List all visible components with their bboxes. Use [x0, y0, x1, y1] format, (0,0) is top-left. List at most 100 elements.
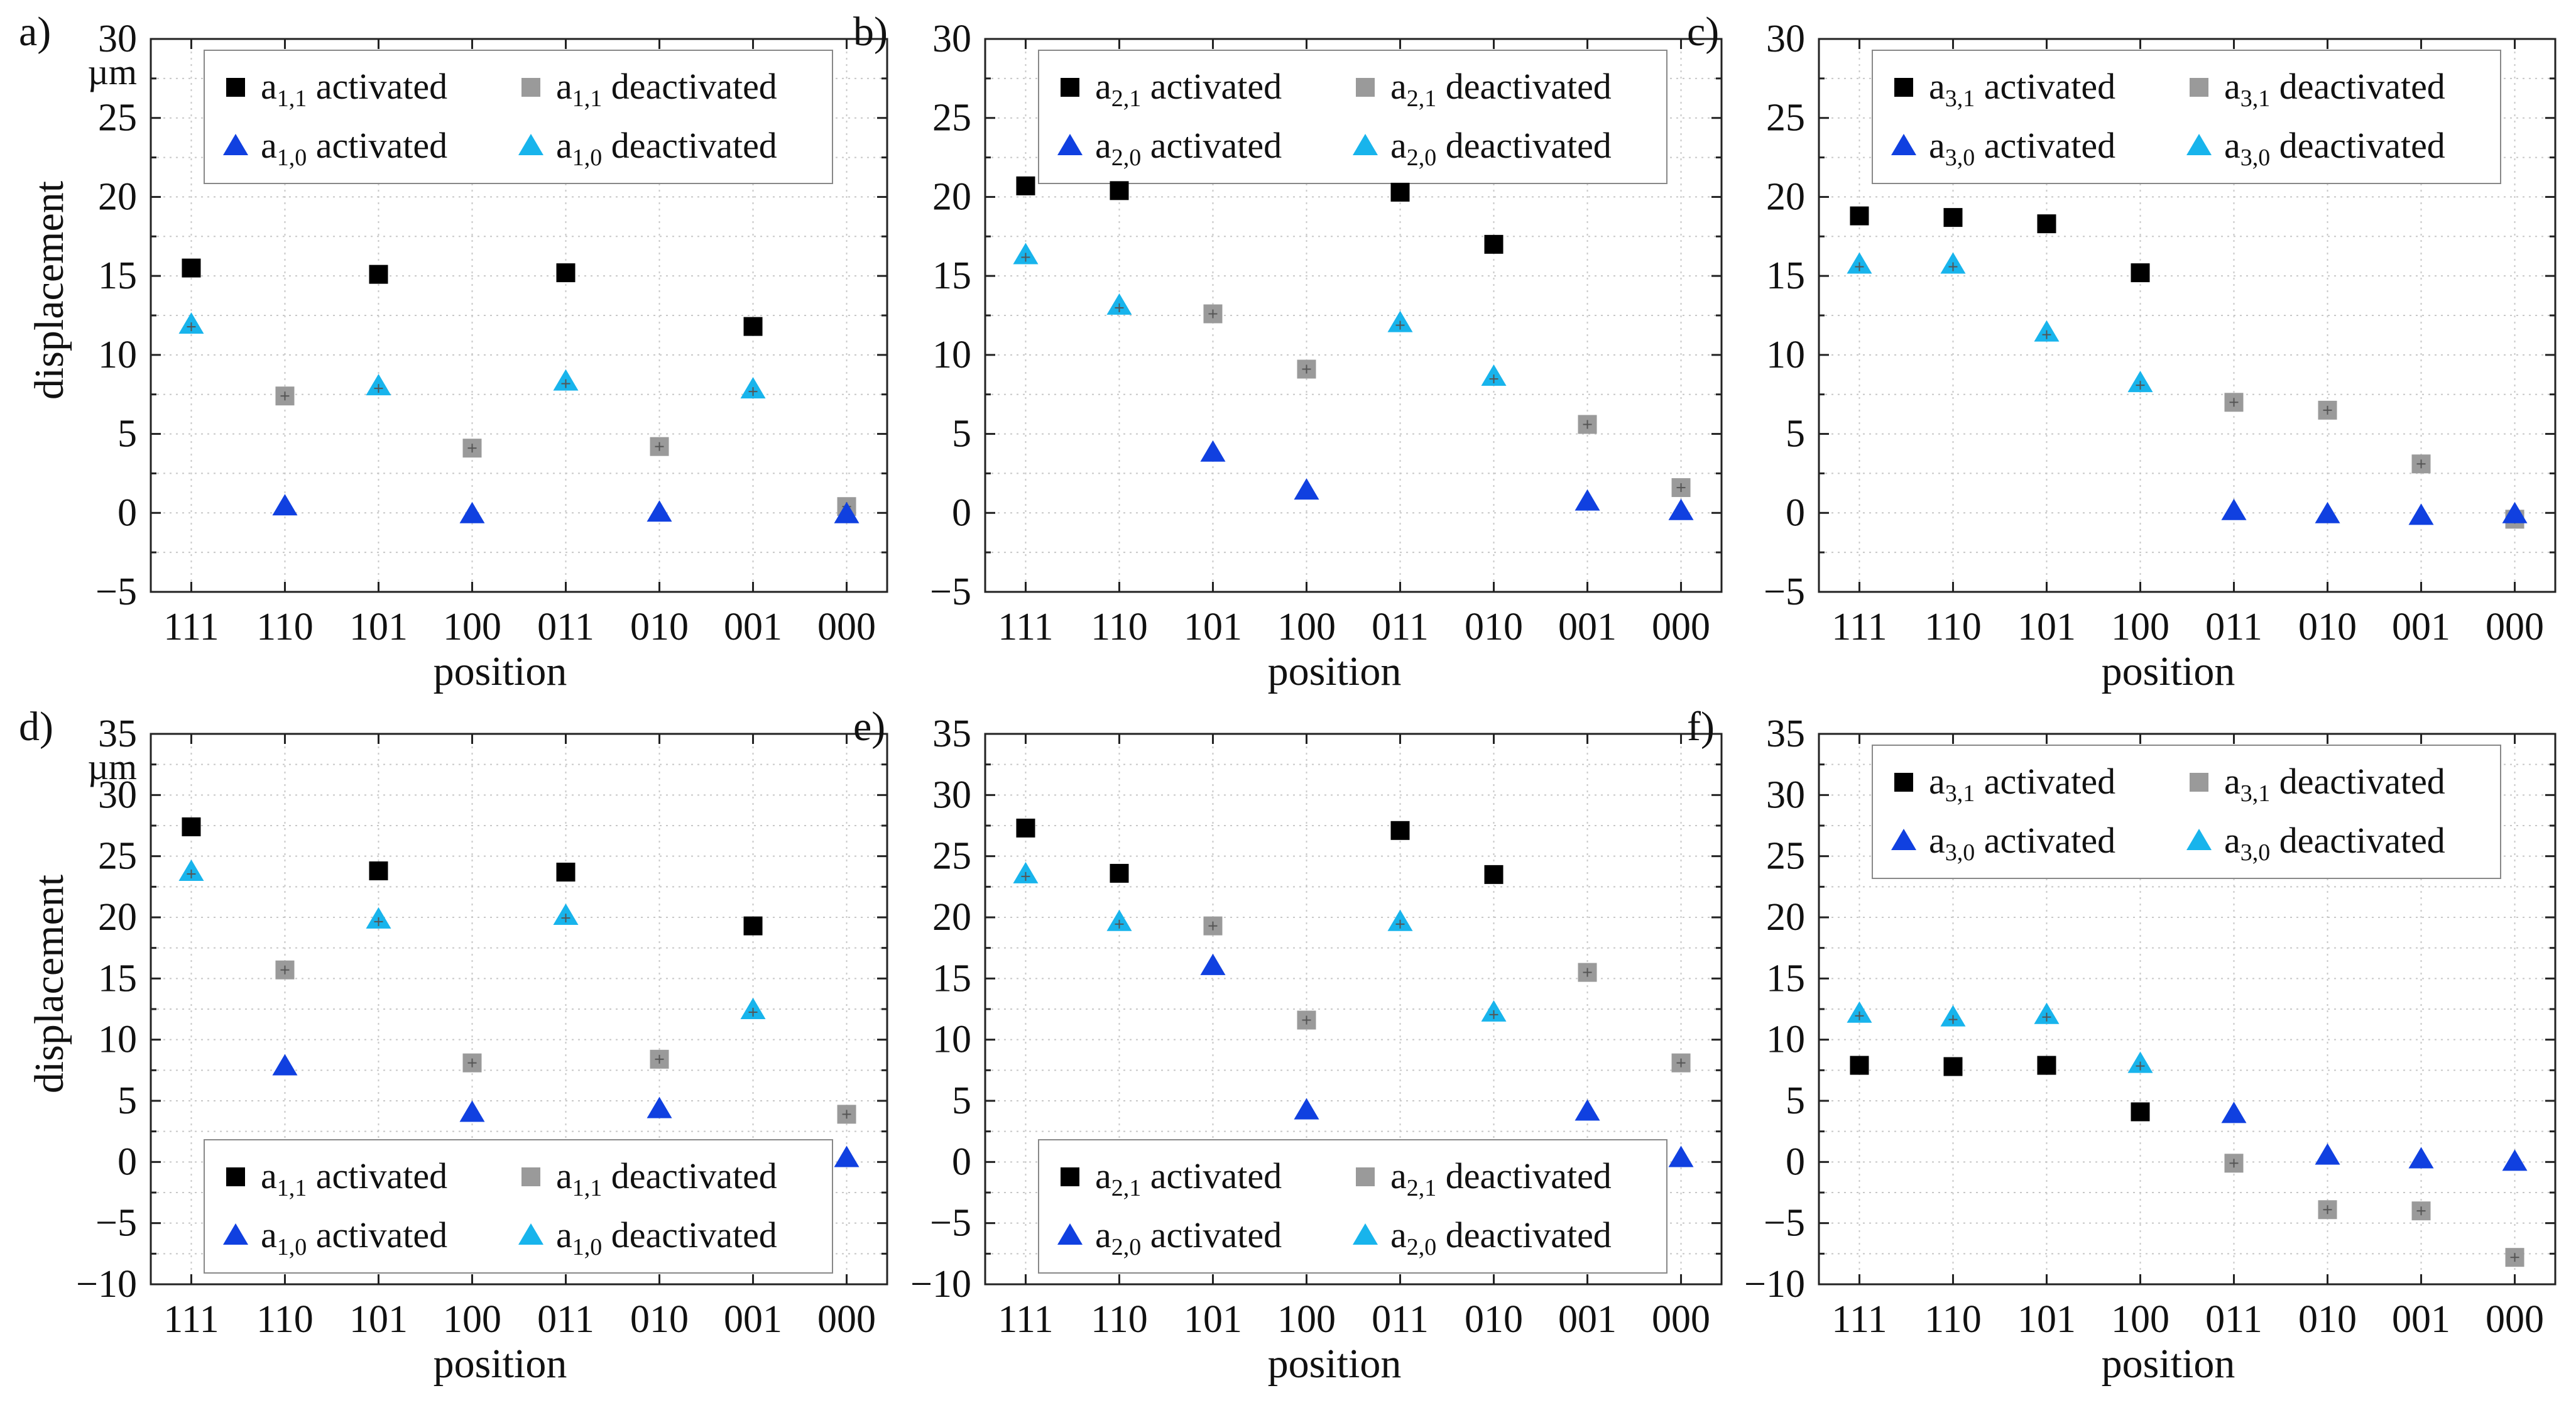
data-point-square-activated: [556, 862, 576, 882]
y-tick-label: 20: [1766, 896, 1805, 939]
y-unit-label: µm: [87, 52, 137, 92]
y-tick-label: 30: [98, 18, 137, 60]
y-tick-label: 30: [1766, 773, 1805, 816]
y-tick-label: 35: [98, 713, 137, 755]
x-tick-label: 111: [1831, 1298, 1887, 1341]
x-tick-label: 101: [349, 606, 408, 648]
x-tick-label: 111: [998, 1298, 1053, 1341]
y-tick-label: 5: [117, 1079, 137, 1122]
legend-box: [204, 1139, 833, 1274]
y-tick-label: 10: [98, 1019, 137, 1061]
x-tick-label: 110: [1924, 606, 1982, 648]
x-tick-label: 101: [2017, 1298, 2076, 1341]
legend-entry-activated: a3,1 activated: [1929, 66, 2115, 112]
y-tick-label: 30: [98, 773, 137, 816]
y-tick-label: 20: [98, 896, 137, 939]
data-point-triangle-activated: [834, 501, 860, 523]
y-tick-label: −5: [1764, 571, 1805, 613]
x-tick-label: 101: [1184, 606, 1242, 648]
x-tick-label: 010: [1465, 1298, 1523, 1341]
y-tick-label: −5: [96, 571, 137, 613]
y-tick-label: 0: [117, 1140, 137, 1183]
y-tick-label: 15: [932, 254, 971, 297]
legend-entry-deactivated: a2,0 deactivated: [1390, 125, 1612, 171]
legend-entry-activated: a2,0 activated: [1095, 1215, 1282, 1260]
y-tick-label: 25: [98, 97, 137, 139]
x-tick-label: 110: [1924, 1298, 1982, 1341]
y-tick-label: 15: [98, 957, 137, 1000]
y-tick-label: 25: [1766, 97, 1805, 139]
data-point-square-activated: [1110, 863, 1129, 883]
data-point-square-activated: [182, 817, 201, 836]
y-tick-label: 5: [117, 413, 137, 456]
y-tick-label: 25: [932, 97, 971, 139]
legend-entry-deactivated: a3,0 deactivated: [2224, 820, 2445, 866]
data-point-square-activated: [1943, 208, 1963, 227]
x-tick-label: 001: [724, 1298, 782, 1341]
data-point-triangle-activated: [1294, 478, 1319, 500]
legend-entry-deactivated: a3,1 deactivated: [2224, 761, 2445, 807]
chart-panel-f: −10 −5 0 5 10 15 20 25 30 35 111 110 101 100 011 010 001…: [1687, 704, 2557, 1387]
legend-entry-activated: a2,1 activated: [1095, 66, 1282, 112]
legend-entry-activated: a2,0 activated: [1095, 125, 1282, 171]
legend-entry-deactivated: a1,0 deactivated: [556, 125, 777, 171]
legend-marker-square-deactivated: [521, 78, 540, 97]
data-point-square-activated: [1110, 181, 1129, 200]
y-tick-label: −10: [1744, 1263, 1805, 1306]
y-tick-label: −5: [930, 1202, 971, 1245]
data-point-triangle-activated: [2408, 503, 2434, 525]
y-tick-label: 20: [932, 896, 971, 939]
y-tick-label: 35: [932, 713, 971, 755]
x-tick-label: 100: [443, 1298, 501, 1341]
data-point-triangle-activated: [459, 1100, 485, 1122]
x-axis-title: position: [434, 1341, 567, 1387]
y-tick-label: 10: [932, 334, 971, 376]
legend: a1,1 activated a1,1 deactivated a1,0 activ…: [204, 1139, 833, 1274]
legend-marker-square-activated: [226, 78, 245, 97]
data-point-square-activated: [369, 861, 388, 881]
x-tick-label: 110: [1091, 1298, 1148, 1341]
y-tick-label: 20: [98, 175, 137, 218]
data-point-triangle-activated: [2221, 1101, 2247, 1123]
x-tick-label: 100: [1277, 606, 1336, 648]
x-tick-label: 011: [1372, 1298, 1429, 1341]
data-point-triangle-activated: [1668, 1145, 1694, 1167]
x-tick-label: 011: [1372, 606, 1429, 648]
legend-entry-deactivated: a1,1 deactivated: [556, 1155, 777, 1201]
x-tick-label: 000: [1652, 606, 1710, 648]
data-point-triangle-activated: [2408, 1147, 2434, 1169]
legend-marker-square-deactivated: [2190, 773, 2208, 792]
y-tick-label: −10: [910, 1263, 971, 1306]
y-tick-label: −5: [96, 1202, 137, 1245]
y-tick-label: 15: [1766, 254, 1805, 297]
panel-label: a): [19, 9, 51, 55]
y-tick-label: 30: [1766, 18, 1805, 60]
data-point-triangle-activated: [2315, 1143, 2340, 1165]
y-tick-label: 25: [98, 835, 137, 878]
x-tick-label: 001: [1558, 1298, 1617, 1341]
legend-marker-triangle-deactivated: [2186, 829, 2212, 850]
data-point-triangle-activated: [2221, 498, 2247, 520]
legend-entry-activated: a3,0 activated: [1929, 125, 2115, 171]
legend-marker-square-activated: [1061, 78, 1079, 97]
x-tick-label: 010: [630, 606, 689, 648]
y-tick-label: 5: [952, 413, 971, 456]
y-tick-label: 10: [98, 334, 137, 376]
legend-entry-activated: a1,0 activated: [261, 125, 447, 171]
y-tick-label: −10: [76, 1263, 137, 1306]
data-point-square-activated: [2131, 1102, 2150, 1122]
y-tick-label: 20: [1766, 175, 1805, 218]
legend-entry-activated: a2,1 activated: [1095, 1155, 1282, 1201]
chart-panel-b: −5 0 5 10 15 20 25 30 111 110 101 100 011 010 001 000 po…: [853, 9, 1723, 694]
y-tick-label: 35: [1766, 713, 1805, 755]
panel-label: f): [1687, 704, 1715, 750]
data-point-triangle-activated: [834, 1145, 860, 1167]
x-tick-label: 100: [443, 606, 501, 648]
legend: a2,1 activated a2,1 deactivated a2,0 activ…: [1038, 1139, 1667, 1274]
y-tick-label: 10: [1766, 334, 1805, 376]
data-point-square-activated: [1850, 1056, 1869, 1075]
legend-marker-triangle-activated: [1057, 1223, 1083, 1245]
y-tick-label: 15: [98, 254, 137, 297]
x-tick-label: 111: [163, 1298, 219, 1341]
x-tick-label: 000: [817, 1298, 876, 1341]
